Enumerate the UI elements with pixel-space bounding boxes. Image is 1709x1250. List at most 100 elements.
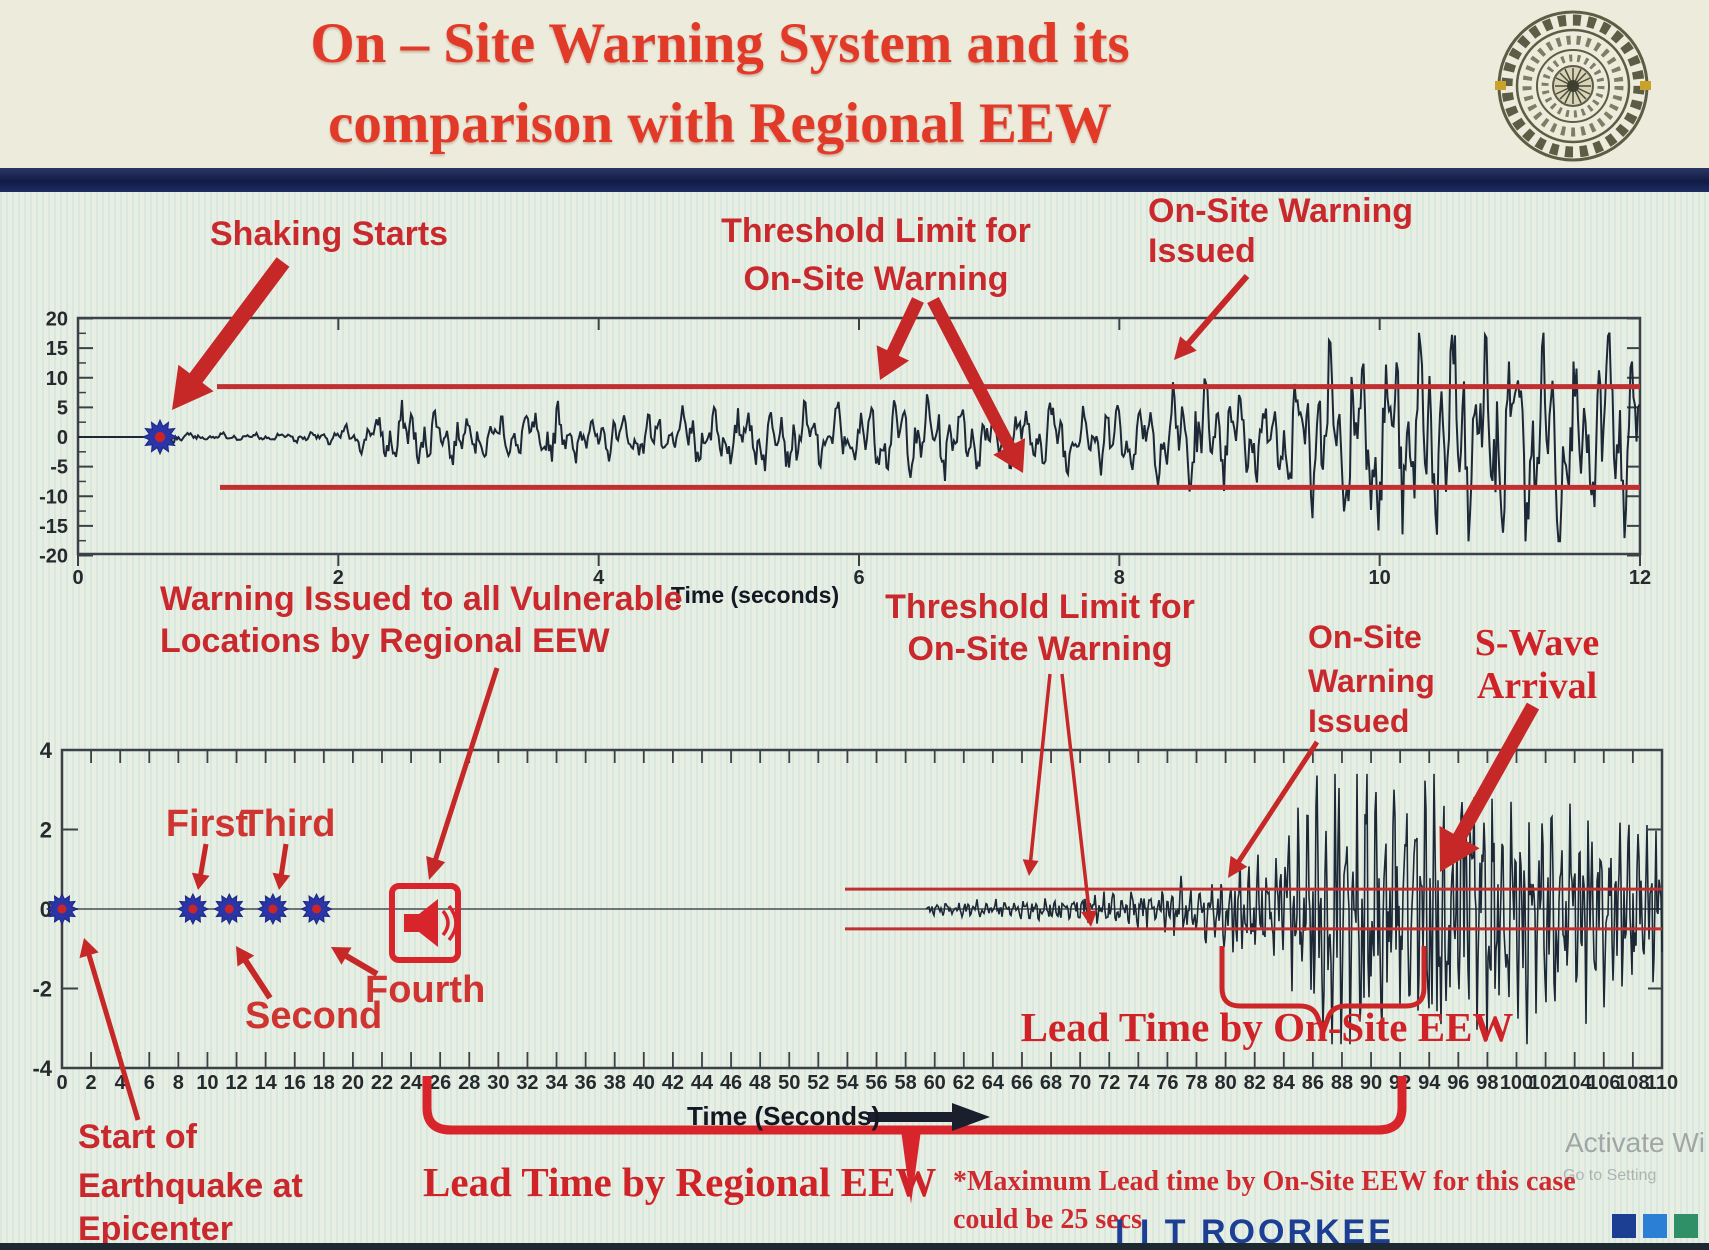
svg-text:74: 74	[1127, 1072, 1150, 1094]
svg-text:68: 68	[1040, 1072, 1062, 1094]
activate-windows-watermark: Activate Wi	[1565, 1127, 1705, 1158]
svg-text:5: 5	[57, 397, 68, 419]
svg-text:18: 18	[313, 1072, 335, 1094]
bottom-warning-issued-line3: Issued	[1308, 703, 1409, 739]
svg-text:4: 4	[40, 738, 53, 763]
svg-text:8: 8	[1114, 567, 1125, 589]
svg-text:48: 48	[749, 1072, 771, 1094]
third-report-label: Third	[241, 803, 336, 845]
svg-text:90: 90	[1360, 1072, 1382, 1094]
title-banner: On – Site Warning System and its compari…	[0, 0, 1709, 170]
svg-text:16: 16	[284, 1072, 306, 1094]
svg-text:102: 102	[1529, 1072, 1562, 1094]
svg-text:32: 32	[516, 1072, 538, 1094]
regional-warning-siren-icon	[389, 883, 461, 963]
lead-time-onsite-brace	[1219, 946, 1427, 1040]
s-wave-label-line2: Arrival	[1477, 665, 1597, 707]
regional-warning-label-line2: Locations by Regional EEW	[160, 622, 611, 660]
top-chart-waveform	[78, 331, 1641, 543]
svg-text:30: 30	[487, 1072, 509, 1094]
regional-warning-label-line1: Warning Issued to all Vulnerable	[160, 580, 683, 618]
svg-text:26: 26	[429, 1072, 451, 1094]
svg-text:15: 15	[46, 338, 68, 360]
svg-text:-4: -4	[32, 1056, 52, 1081]
bottom-chart-waveform	[925, 773, 1663, 1045]
svg-text:10: 10	[1369, 567, 1391, 589]
svg-text:76: 76	[1156, 1072, 1178, 1094]
svg-text:86: 86	[1302, 1072, 1324, 1094]
svg-text:96: 96	[1447, 1072, 1469, 1094]
svg-text:54: 54	[836, 1072, 859, 1094]
svg-text:8: 8	[173, 1072, 184, 1094]
svg-text:12: 12	[1629, 567, 1651, 589]
svg-text:24: 24	[400, 1072, 423, 1094]
photo-bottom-edge	[0, 1243, 1709, 1250]
svg-text:2: 2	[86, 1072, 97, 1094]
svg-text:60: 60	[924, 1072, 946, 1094]
svg-text:78: 78	[1185, 1072, 1207, 1094]
svg-text:88: 88	[1331, 1072, 1353, 1094]
bottom-chart-axes-ticks: 0 2 4 6 8 10 12 14 16 18 20 22 24 26 28 30 32 34 36 38 40 42 4…	[32, 738, 1678, 1094]
svg-text:14: 14	[255, 1072, 278, 1094]
svg-text:58: 58	[894, 1072, 916, 1094]
p-wave-report-markers	[45, 418, 333, 926]
svg-text:12: 12	[225, 1072, 247, 1094]
svg-text:6: 6	[853, 567, 864, 589]
max-lead-time-note-line2: could be 25 secs	[953, 1204, 1142, 1235]
threshold-lines	[217, 384, 1662, 931]
svg-text:80: 80	[1214, 1072, 1236, 1094]
svg-text:40: 40	[633, 1072, 655, 1094]
epicenter-label-line1: Start of	[78, 1118, 198, 1156]
lead-time-regional-bracket-pointer	[901, 1130, 921, 1204]
bottom-warning-issued-line1: On-Site	[1308, 619, 1422, 655]
top-warning-issued-label-line2: Issued	[1148, 232, 1256, 270]
slide-title-line1: On – Site Warning System and its	[310, 12, 1130, 75]
svg-text:46: 46	[720, 1072, 742, 1094]
svg-text:10: 10	[46, 368, 68, 390]
svg-text:-2: -2	[32, 977, 52, 1002]
annotation-arrows	[79, 257, 1540, 1121]
svg-text:50: 50	[778, 1072, 800, 1094]
svg-text:106: 106	[1587, 1072, 1620, 1094]
top-threshold-label-line2: On-Site Warning	[743, 260, 1008, 298]
svg-text:52: 52	[807, 1072, 829, 1094]
bottom-chart-xlabel: Time (Seconds)	[687, 1101, 880, 1131]
second-report-label: Second	[245, 995, 382, 1037]
svg-text:94: 94	[1418, 1072, 1441, 1094]
svg-text:110: 110	[1646, 1072, 1678, 1094]
svg-text:42: 42	[662, 1072, 684, 1094]
bottom-warning-issued-line2: Warning	[1308, 663, 1435, 699]
header-divider-bar	[0, 168, 1709, 192]
activate-windows-watermark-line2: Go to Setting	[1563, 1167, 1656, 1184]
svg-text:28: 28	[458, 1072, 480, 1094]
epicenter-label-line2: Earthquake at	[78, 1167, 303, 1205]
top-chart-frame	[76, 316, 1642, 556]
svg-text:44: 44	[691, 1072, 714, 1094]
slide-title-line2: comparison with Regional EEW	[328, 91, 1112, 155]
time-direction-arrow-icon	[868, 1103, 990, 1131]
slide-title: On – Site Warning System and its compari…	[120, 4, 1320, 164]
epicenter-label-line3: Epicenter	[78, 1210, 233, 1248]
svg-text:66: 66	[1011, 1072, 1033, 1094]
svg-text:64: 64	[982, 1072, 1005, 1094]
bottom-threshold-label-line1: Threshold Limit for	[885, 588, 1195, 626]
svg-text:22: 22	[371, 1072, 393, 1094]
top-warning-issued-label-line1: On-Site Warning	[1148, 192, 1413, 230]
lead-time-regional-label: Lead Time by Regional EEW	[423, 1159, 936, 1205]
svg-text:72: 72	[1098, 1072, 1120, 1094]
svg-text:98: 98	[1476, 1072, 1498, 1094]
svg-text:10: 10	[196, 1072, 218, 1094]
svg-text:62: 62	[953, 1072, 975, 1094]
svg-text:-20: -20	[39, 546, 68, 568]
first-report-label: First	[166, 803, 249, 845]
svg-text:6: 6	[144, 1072, 155, 1094]
svg-text:36: 36	[574, 1072, 596, 1094]
svg-text:100: 100	[1500, 1072, 1533, 1094]
svg-text:0: 0	[57, 427, 68, 449]
s-wave-label-line1: S-Wave	[1475, 622, 1600, 664]
lead-time-onsite-label: Lead Time by On-Site EEW	[1021, 1004, 1514, 1050]
svg-text:34: 34	[545, 1072, 568, 1094]
svg-text:0: 0	[56, 1072, 67, 1094]
svg-text:38: 38	[604, 1072, 626, 1094]
